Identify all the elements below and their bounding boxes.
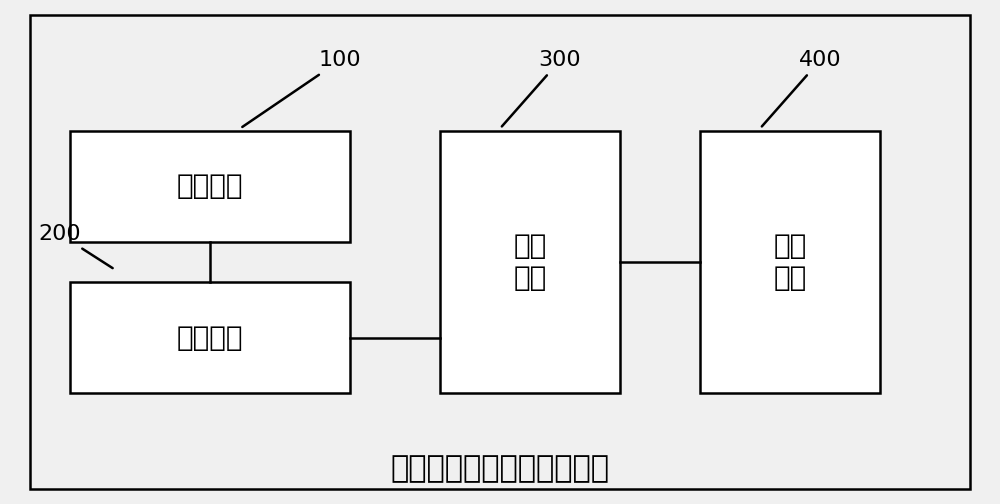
Text: 200: 200: [39, 224, 113, 268]
Text: 400: 400: [762, 50, 841, 127]
FancyBboxPatch shape: [70, 282, 350, 393]
FancyBboxPatch shape: [700, 131, 880, 393]
Text: 截取单元: 截取单元: [177, 324, 243, 352]
FancyBboxPatch shape: [70, 131, 350, 242]
Text: 300: 300: [502, 50, 581, 127]
FancyBboxPatch shape: [440, 131, 620, 393]
Text: 提取
单元: 提取 单元: [513, 232, 547, 292]
Text: 判断
单元: 判断 单元: [773, 232, 807, 292]
Text: 100: 100: [242, 50, 361, 127]
Text: 超声心脏反流自动捕捉系统: 超声心脏反流自动捕捉系统: [390, 454, 610, 483]
Text: 获取单元: 获取单元: [177, 172, 243, 201]
